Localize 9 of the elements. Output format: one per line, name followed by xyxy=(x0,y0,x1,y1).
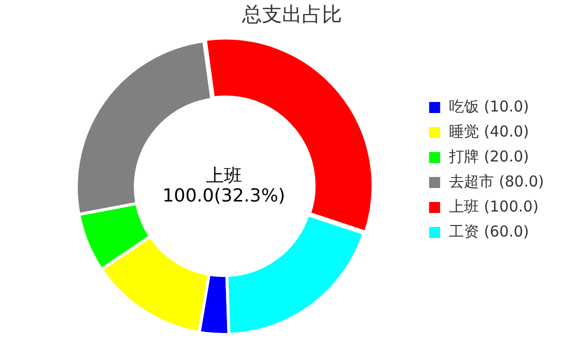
legend-label: 打牌 (20.0) xyxy=(448,147,530,166)
text: 上班 xyxy=(206,166,242,187)
legend-label: 去超市 (80.0) xyxy=(449,172,544,190)
legend-label: 工资 (60.0) xyxy=(449,222,530,240)
legend-label: 睡觉 (40.0) xyxy=(449,122,530,140)
legend-label: 上班 (100.0) xyxy=(449,197,539,216)
chart-title: 总支出占比 xyxy=(241,2,342,26)
text: 100.0(32.3%) xyxy=(162,186,286,207)
legend-label: 吃饭 (10.0) xyxy=(449,97,530,116)
